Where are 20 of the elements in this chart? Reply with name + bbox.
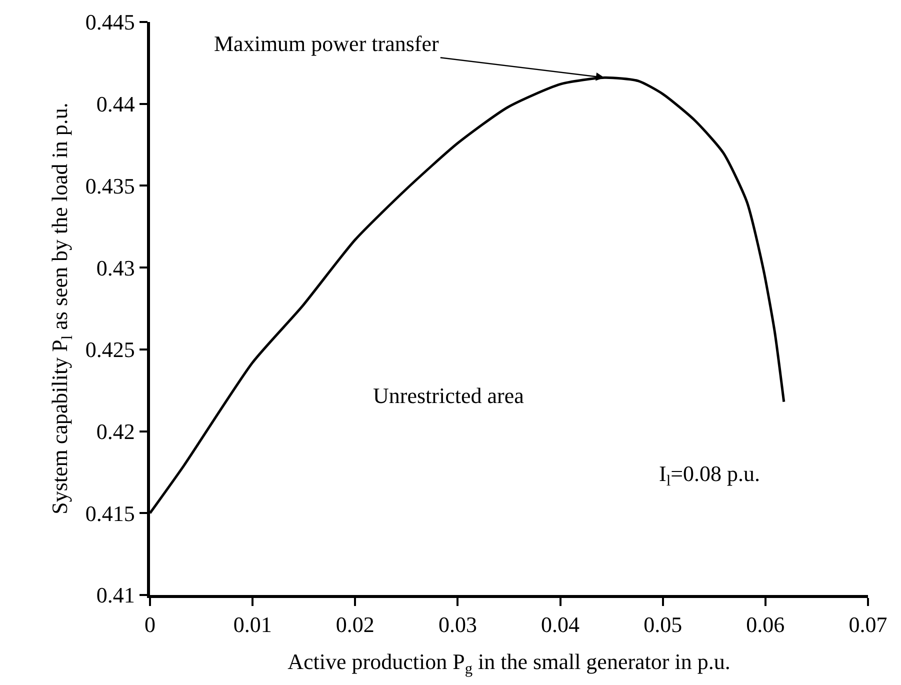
x-axis-title: Active production P$_{g}$ in the small generator in p.u. bbox=[288, 649, 730, 678]
x-tick-label: 0 bbox=[144, 612, 156, 638]
y-tick-label: 0.41 bbox=[96, 582, 135, 608]
y-tick-label: 0.425 bbox=[85, 337, 135, 362]
x-tick-label: 0.07 bbox=[848, 612, 888, 638]
annotation: Maximum power transfer bbox=[214, 31, 440, 56]
y-tick-label: 0.44 bbox=[96, 92, 135, 117]
x-tick-label: 0.03 bbox=[438, 612, 477, 638]
x-tick-label: 0.06 bbox=[746, 612, 785, 638]
y-tick-label: 0.435 bbox=[85, 173, 135, 198]
annotation: Unrestricted area bbox=[373, 383, 524, 408]
x-tick-label: 0.01 bbox=[233, 612, 272, 638]
x-tick-label: 0.04 bbox=[541, 612, 580, 638]
annotation: I$_{l}$=0.08 p.u. bbox=[659, 461, 760, 490]
y-tick-label: 0.43 bbox=[96, 255, 135, 280]
x-tick-label: 0.05 bbox=[644, 612, 682, 638]
y-tick-label: 0.415 bbox=[85, 500, 135, 526]
y-tick-label: 0.445 bbox=[85, 10, 135, 35]
x-tick-label: 0.02 bbox=[336, 612, 374, 638]
y-tick-label: 0.42 bbox=[96, 418, 135, 444]
